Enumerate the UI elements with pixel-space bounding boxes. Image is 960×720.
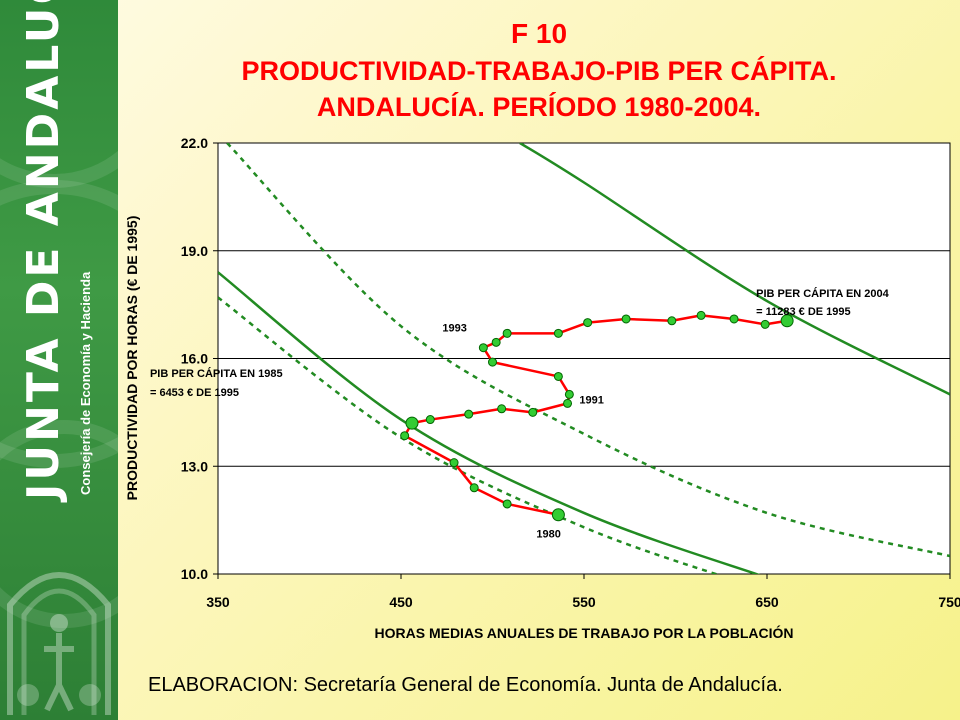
iso-gdp-curve xyxy=(218,271,761,574)
data-point xyxy=(621,314,631,324)
data-point xyxy=(551,508,565,522)
annotation-label: = 11283 € DE 1995 xyxy=(756,306,851,318)
annotation-label: 1991 xyxy=(579,394,603,406)
data-point xyxy=(478,343,488,353)
annotation-label: 1980 xyxy=(536,529,560,541)
data-point xyxy=(449,458,459,468)
data-point xyxy=(564,389,574,399)
annotation-label: 1993 xyxy=(442,323,466,335)
data-point xyxy=(469,483,479,493)
annotation-label: PIB PER CÁPITA EN 2004 xyxy=(756,287,890,300)
data-point xyxy=(528,407,538,417)
x-tick-label: 750 xyxy=(938,594,960,610)
data-point xyxy=(502,328,512,338)
annotation-label: = 6453 € DE 1995 xyxy=(150,387,239,399)
x-tick-label: 650 xyxy=(755,594,779,610)
data-points xyxy=(400,310,794,522)
coat-of-arms-icon xyxy=(7,572,111,715)
data-point xyxy=(780,314,794,328)
iso-gdp-curve xyxy=(218,296,720,574)
data-point xyxy=(425,415,435,425)
y-axis-label: PRODUCTIVIDAD POR HORAS (€ DE 1995) xyxy=(124,216,140,501)
iso-gdp-curves xyxy=(218,143,950,574)
data-point xyxy=(400,431,410,441)
data-point xyxy=(583,318,593,328)
y-tick-label: 22.0 xyxy=(181,135,208,151)
y-tick-label: 19.0 xyxy=(181,243,208,259)
x-axis-ticks: 350 450 550 650 750 xyxy=(206,574,960,610)
y-tick-label: 10.0 xyxy=(181,566,208,582)
data-point xyxy=(497,404,507,414)
gridlines xyxy=(218,250,950,467)
data-point xyxy=(696,310,706,320)
chart-title-line-3: ANDALUCÍA. PERÍODO 1980-2004. xyxy=(316,92,762,122)
iso-gdp-curve xyxy=(519,143,950,396)
data-point xyxy=(760,319,770,329)
data-point xyxy=(729,314,739,324)
x-tick-label: 450 xyxy=(389,594,413,610)
data-point xyxy=(553,328,563,338)
data-point xyxy=(502,499,512,509)
source-note: ELABORACION: Secretaría General de Econo… xyxy=(148,674,783,696)
x-axis-label: HORAS MEDIAS ANUALES DE TRABAJO POR LA P… xyxy=(375,624,794,641)
data-point xyxy=(553,371,563,381)
data-point xyxy=(488,357,497,367)
y-tick-label: 13.0 xyxy=(181,458,208,474)
chart-title-line-1: F 10 xyxy=(510,18,568,49)
data-point xyxy=(405,416,419,430)
annotation-label: PIB PER CÁPITA EN 1985 xyxy=(150,367,283,380)
annotations: 1980 1991 1993 PIB PER CÁPITA EN 1985 = 6453… xyxy=(150,287,890,541)
data-point xyxy=(464,409,474,419)
chart-title-line-2: PRODUCTIVIDAD-TRABAJO-PIB PER CÁPITA. xyxy=(241,56,837,86)
y-axis-ticks: 10.0 13.0 16.0 19.0 22.0 xyxy=(181,135,218,582)
data-point xyxy=(563,398,573,408)
sidebar: JUNTA DE ANDALUCIA Consejería de Economí… xyxy=(0,0,118,720)
x-tick-label: 350 xyxy=(206,594,230,610)
data-point xyxy=(667,316,677,326)
data-point xyxy=(491,337,501,347)
y-tick-label: 16.0 xyxy=(181,351,208,367)
x-tick-label: 550 xyxy=(572,594,596,610)
